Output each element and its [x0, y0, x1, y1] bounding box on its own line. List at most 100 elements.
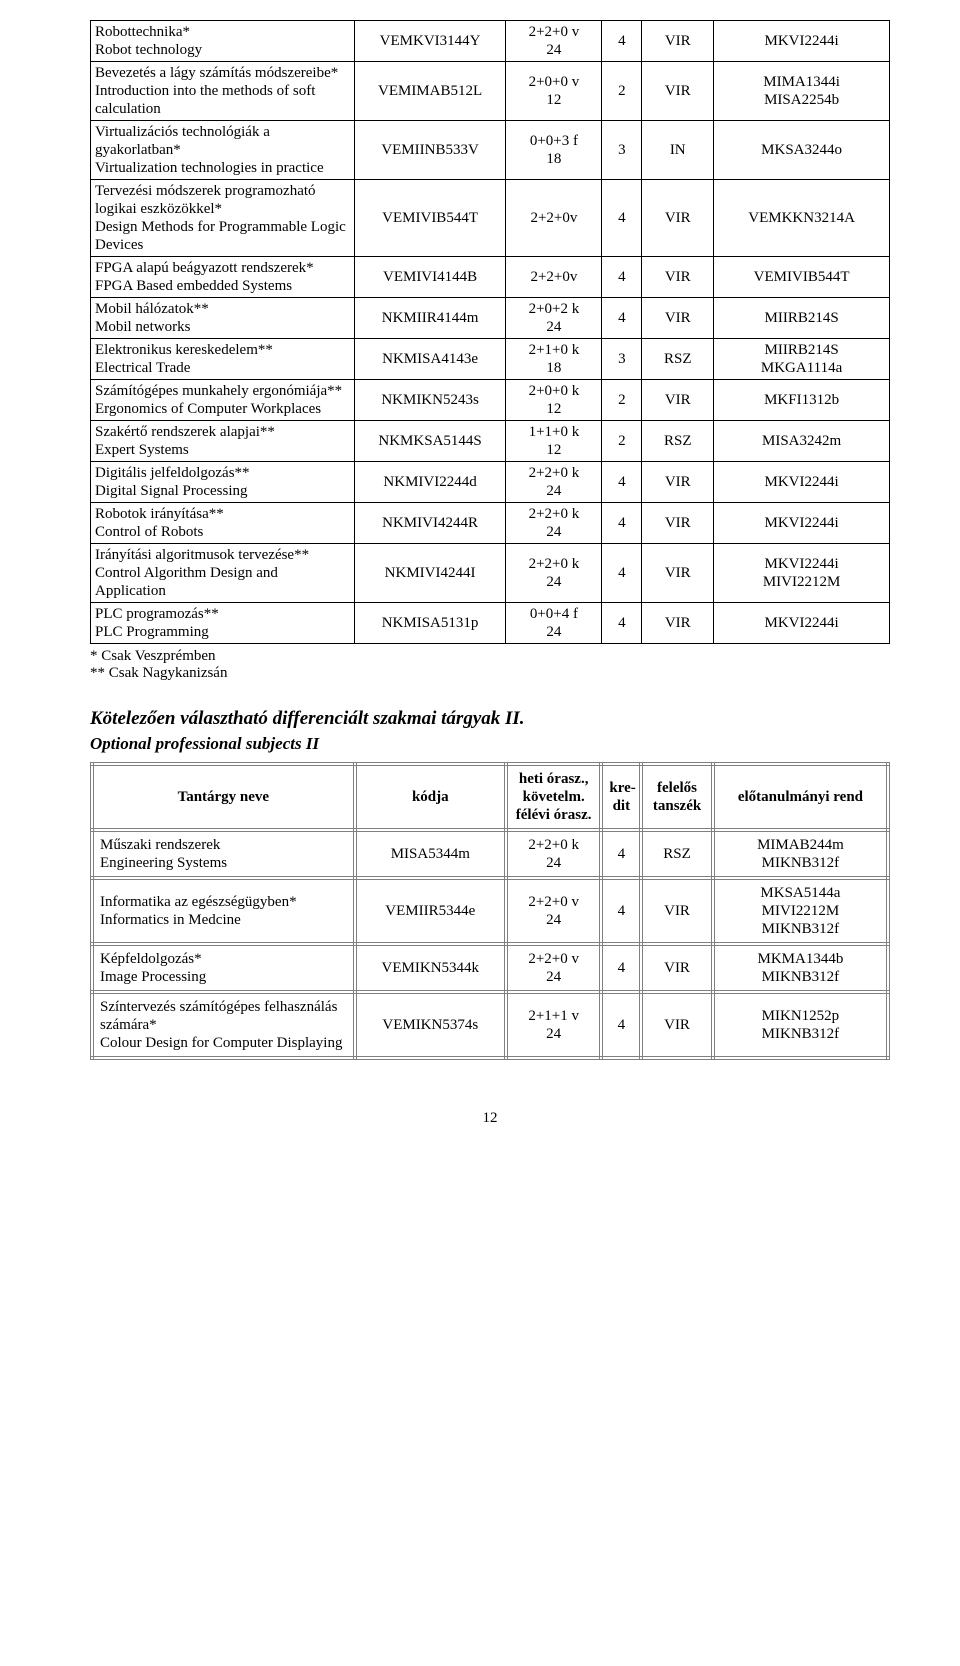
cell-load: 2+2+0 v 24 — [506, 944, 602, 992]
cell-load: 0+0+3 f 18 — [506, 121, 602, 180]
cell-name: Mobil hálózatok** Mobil networks — [91, 298, 355, 339]
cell-load: 2+2+0 v 24 — [506, 21, 602, 62]
cell-name: Színtervezés számítógépes felhasználás s… — [92, 992, 355, 1058]
cell-dept: VIR — [642, 462, 714, 503]
table-row: Bevezetés a lágy számítás módszereibe* I… — [91, 62, 890, 121]
cell-code: VEMIKN5374s — [355, 992, 506, 1058]
cell-credit: 4 — [602, 462, 642, 503]
cell-prereq: MIIRB214S MKGA1114a — [714, 339, 890, 380]
cell-code: VEMIVIB544T — [354, 180, 506, 257]
cell-load: 2+0+0 v 12 — [506, 62, 602, 121]
cell-load: 1+1+0 k 12 — [506, 421, 602, 462]
cell-credit: 3 — [602, 121, 642, 180]
cell-dept: VIR — [642, 380, 714, 421]
cell-code: VEMKVI3144Y — [354, 21, 506, 62]
cell-code: NKMKSA5144S — [354, 421, 506, 462]
section2-title: Kötelezően választható differenciált sza… — [90, 708, 890, 730]
cell-name: Virtualizációs technológiák a gyakorlatb… — [91, 121, 355, 180]
cell-dept: VIR — [642, 257, 714, 298]
cell-credit: 4 — [602, 603, 642, 644]
cell-credit: 4 — [602, 298, 642, 339]
table-row: Képfeldolgozás* Image ProcessingVEMIKN53… — [92, 944, 888, 992]
table-row: Tervezési módszerek programozható logika… — [91, 180, 890, 257]
cell-credit: 4 — [601, 830, 641, 878]
cell-name: FPGA alapú beágyazott rendszerek* FPGA B… — [91, 257, 355, 298]
cell-dept: VIR — [641, 878, 713, 944]
cell-credit: 4 — [602, 21, 642, 62]
cell-name: Szakértő rendszerek alapjai** Expert Sys… — [91, 421, 355, 462]
cell-name: Robotok irányítása** Control of Robots — [91, 503, 355, 544]
cell-dept: RSZ — [642, 421, 714, 462]
cell-dept: VIR — [642, 180, 714, 257]
cell-prereq: MIIRB214S — [714, 298, 890, 339]
cell-dept: VIR — [642, 603, 714, 644]
cell-prereq: VEMIVIB544T — [714, 257, 890, 298]
cell-dept: IN — [642, 121, 714, 180]
note-line-1: * Csak Veszprémben — [90, 648, 890, 665]
cell-prereq: MKVI2244i — [714, 21, 890, 62]
cell-code: NKMISA4143e — [354, 339, 506, 380]
cell-credit: 3 — [602, 339, 642, 380]
cell-load: 2+2+0 k 24 — [506, 462, 602, 503]
cell-code: NKMISA5131p — [354, 603, 506, 644]
table2-header-row: Tantárgy neve kódja heti órasz., követel… — [92, 764, 888, 830]
table-row: Számítógépes munkahely ergonómiája** Erg… — [91, 380, 890, 421]
cell-dept: RSZ — [642, 339, 714, 380]
cell-name: Tervezési módszerek programozható logika… — [91, 180, 355, 257]
cell-prereq: MIMAB244m MIKNB312f — [713, 830, 888, 878]
cell-credit: 4 — [602, 544, 642, 603]
cell-load: 2+2+0 v 24 — [506, 878, 602, 944]
cell-credit: 4 — [602, 503, 642, 544]
cell-prereq: MKVI2244i — [714, 603, 890, 644]
cell-prereq: MIMA1344i MISA2254b — [714, 62, 890, 121]
cell-dept: VIR — [642, 298, 714, 339]
cell-name: Bevezetés a lágy számítás módszereibe* I… — [91, 62, 355, 121]
cell-name: Képfeldolgozás* Image Processing — [92, 944, 355, 992]
cell-name: Műszaki rendszerek Engineering Systems — [92, 830, 355, 878]
notes-block: * Csak Veszprémben ** Csak Nagykanizsán — [90, 648, 890, 682]
table-row: Digitális jelfeldolgozás** Digital Signa… — [91, 462, 890, 503]
cell-code: VEMIVI4144B — [354, 257, 506, 298]
cell-code: NKMIIR4144m — [354, 298, 506, 339]
cell-load: 2+1+0 k 18 — [506, 339, 602, 380]
cell-code: VEMIIR5344e — [355, 878, 506, 944]
cell-credit: 4 — [601, 878, 641, 944]
cell-load: 2+2+0 k 24 — [506, 503, 602, 544]
hdr-name: Tantárgy neve — [92, 764, 355, 830]
cell-dept: RSZ — [641, 830, 713, 878]
cell-code: NKMIVI4244R — [354, 503, 506, 544]
cell-credit: 4 — [602, 180, 642, 257]
hdr-credit: kre-dit — [601, 764, 641, 830]
cell-dept: VIR — [642, 544, 714, 603]
page-number: 12 — [90, 1110, 890, 1127]
table-row: Informatika az egészségügyben* Informati… — [92, 878, 888, 944]
cell-prereq: MKMA1344b MIKNB312f — [713, 944, 888, 992]
cell-name: Informatika az egészségügyben* Informati… — [92, 878, 355, 944]
hdr-code: kódja — [355, 764, 506, 830]
cell-dept: VIR — [641, 944, 713, 992]
course-table-2: Tantárgy neve kódja heti órasz., követel… — [90, 762, 890, 1060]
table-row: Virtualizációs technológiák a gyakorlatb… — [91, 121, 890, 180]
cell-credit: 4 — [601, 944, 641, 992]
table-row: Robottechnika* Robot technologyVEMKVI314… — [91, 21, 890, 62]
note-line-2: ** Csak Nagykanizsán — [90, 665, 890, 682]
cell-code: VEMIKN5344k — [355, 944, 506, 992]
cell-dept: VIR — [642, 503, 714, 544]
cell-dept: VIR — [641, 992, 713, 1058]
cell-prereq: MKFI1312b — [714, 380, 890, 421]
cell-load: 0+0+4 f 24 — [506, 603, 602, 644]
table-row: PLC programozás** PLC ProgrammingNKMISA5… — [91, 603, 890, 644]
cell-dept: VIR — [642, 62, 714, 121]
cell-credit: 2 — [602, 380, 642, 421]
cell-load: 2+2+0 k 24 — [506, 544, 602, 603]
cell-prereq: MKSA5144a MIVI2212M MIKNB312f — [713, 878, 888, 944]
cell-name: Elektronikus kereskedelem** Electrical T… — [91, 339, 355, 380]
cell-prereq: MKVI2244i MIVI2212M — [714, 544, 890, 603]
table-row: Elektronikus kereskedelem** Electrical T… — [91, 339, 890, 380]
cell-credit: 4 — [601, 992, 641, 1058]
cell-load: 2+2+0v — [506, 180, 602, 257]
hdr-dept: felelős tanszék — [641, 764, 713, 830]
course-table-1: Robottechnika* Robot technologyVEMKVI314… — [90, 20, 890, 644]
cell-name: Robottechnika* Robot technology — [91, 21, 355, 62]
cell-name: PLC programozás** PLC Programming — [91, 603, 355, 644]
